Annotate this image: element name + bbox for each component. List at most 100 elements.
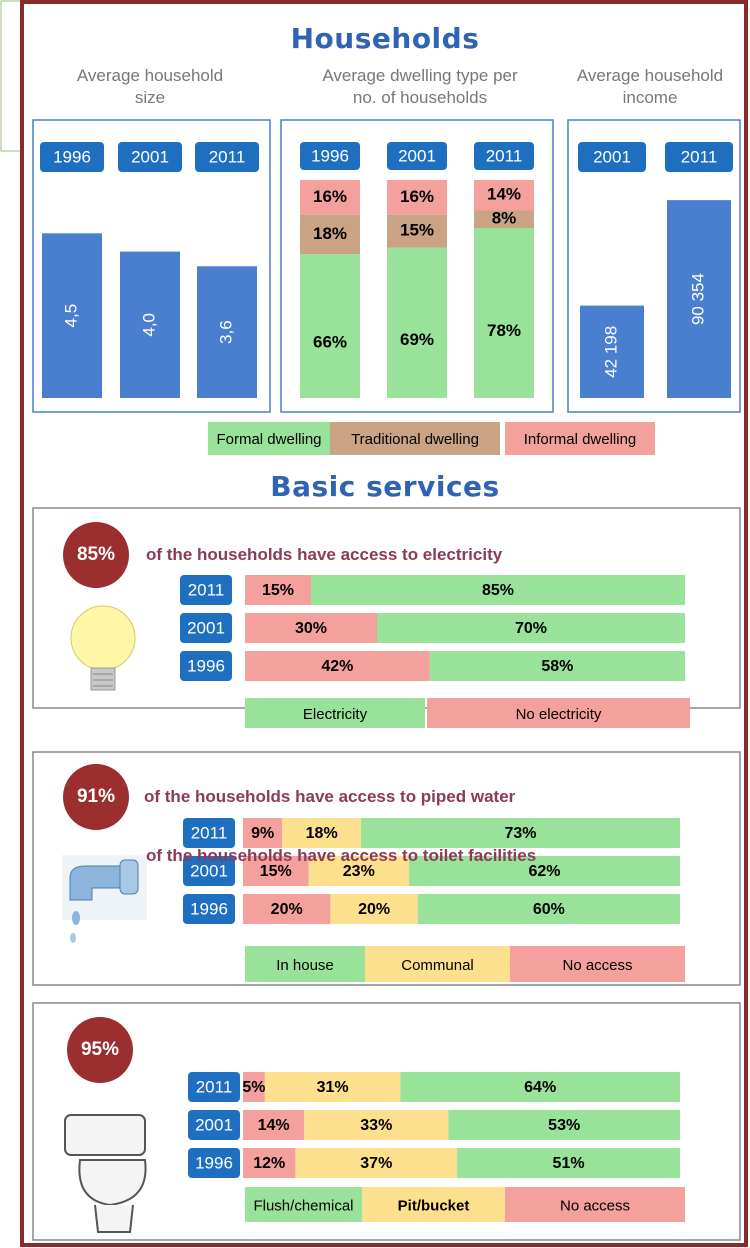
panel xyxy=(280,119,554,413)
bar-segment xyxy=(300,180,360,215)
value-label: 15% xyxy=(260,863,292,880)
legend-swatch xyxy=(245,698,425,728)
value-label: 58% xyxy=(541,658,573,675)
bar-segment xyxy=(243,1110,305,1140)
panel-label: Average dwelling type per no. of househo… xyxy=(322,66,518,107)
year-tag xyxy=(40,142,104,172)
headline: of the households have access to electri… xyxy=(146,545,503,564)
bulb-icon xyxy=(70,605,136,691)
year-label: 2001 xyxy=(593,147,631,166)
bar-segment xyxy=(264,1072,401,1102)
legend-label: Formal dwelling xyxy=(216,431,321,448)
year-tag xyxy=(183,856,235,886)
value-label: 62% xyxy=(529,863,561,880)
headline-value: 95% xyxy=(81,1039,119,1060)
legend-swatch xyxy=(245,946,365,982)
year-label: 2001 xyxy=(195,1115,233,1134)
year-tag xyxy=(188,1110,240,1140)
value-label: 85% xyxy=(482,582,514,599)
year-tag xyxy=(578,142,646,172)
bar-segment xyxy=(243,1072,265,1102)
headline-value: 91% xyxy=(77,786,115,807)
value-label: 8% xyxy=(492,209,517,228)
bar-segment xyxy=(300,254,360,398)
bar xyxy=(580,305,644,398)
value-label: 73% xyxy=(504,825,536,842)
bar xyxy=(667,200,731,398)
year-label: 1996 xyxy=(53,147,91,166)
year-label: 2011 xyxy=(486,146,523,165)
bar-segment xyxy=(243,856,309,886)
value-label: 14% xyxy=(258,1117,290,1134)
bar-segment xyxy=(474,227,534,398)
value-label: 9% xyxy=(251,825,274,842)
value-label: 12% xyxy=(253,1155,285,1172)
value-label: 53% xyxy=(548,1117,580,1134)
frame xyxy=(20,0,748,1247)
bar xyxy=(197,266,257,398)
year-label: 2011 xyxy=(196,1077,233,1096)
year-label: 2011 xyxy=(209,147,246,166)
bar-segment xyxy=(429,651,685,681)
legend-label: Traditional dwelling xyxy=(351,431,479,448)
year-label: 1996 xyxy=(195,1153,233,1172)
toilet-icon xyxy=(64,1114,147,1233)
bar-segment xyxy=(311,575,685,605)
headline-badge xyxy=(67,1017,133,1083)
bar-segment xyxy=(387,247,447,398)
year-label: 2001 xyxy=(131,147,169,166)
year-label: 1996 xyxy=(190,899,228,918)
year-label: 2001 xyxy=(190,861,228,880)
legend-swatch xyxy=(505,422,655,455)
legend-swatch xyxy=(330,422,500,455)
value-label: 5% xyxy=(242,1079,265,1096)
year-tag xyxy=(665,142,733,172)
bar-segment xyxy=(377,613,685,643)
year-tag xyxy=(195,142,259,172)
value-label: 23% xyxy=(343,863,375,880)
value-label: 66% xyxy=(313,333,347,352)
bar-segment xyxy=(300,214,360,255)
legend-swatch xyxy=(208,422,330,455)
value-label: 30% xyxy=(295,620,327,637)
section-title: Households xyxy=(290,22,480,55)
year-label: 1996 xyxy=(187,656,225,675)
bar-segment xyxy=(304,1110,449,1140)
panel xyxy=(32,1002,741,1241)
bar-segment xyxy=(295,1148,458,1178)
legend-label: Flush/chemical xyxy=(253,1197,353,1214)
value-label: 18% xyxy=(313,224,347,243)
legend-label: Communal xyxy=(401,957,474,974)
value-label: 78% xyxy=(487,321,521,340)
bar-segment xyxy=(245,575,311,605)
value-label: 4,5 xyxy=(61,304,80,328)
value-label: 18% xyxy=(306,825,338,842)
value-label: 15% xyxy=(262,582,294,599)
legend-label: No access xyxy=(560,1197,630,1214)
year-tag xyxy=(180,575,232,605)
headline-value: 85% xyxy=(77,544,115,565)
year-tag xyxy=(474,142,534,170)
value-label: 42% xyxy=(321,658,353,675)
value-label: 64% xyxy=(524,1079,556,1096)
legend-label: Electricity xyxy=(303,706,368,723)
bar-segment xyxy=(474,210,534,228)
panel xyxy=(567,119,741,413)
bar xyxy=(42,233,102,398)
panel-label: Average household size xyxy=(76,66,224,107)
legend-swatch xyxy=(427,698,690,728)
bar-segment xyxy=(409,856,680,886)
year-label: 2011 xyxy=(188,580,225,599)
bar-segment xyxy=(400,1072,680,1102)
legend-label: No access xyxy=(562,957,632,974)
bar-segment xyxy=(387,180,447,215)
bar-segment xyxy=(330,894,418,924)
value-label: 20% xyxy=(358,901,390,918)
panel xyxy=(32,119,271,413)
bar-segment xyxy=(282,818,361,848)
year-tag xyxy=(387,142,447,170)
value-label: 69% xyxy=(400,330,434,349)
year-label: 2011 xyxy=(191,823,228,842)
legend-label: In house xyxy=(276,957,334,974)
